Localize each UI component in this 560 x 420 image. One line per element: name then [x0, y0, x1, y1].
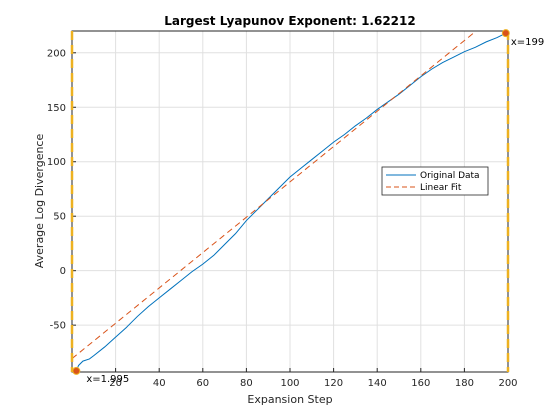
datatip-marker[interactable] — [72, 366, 81, 375]
datatip-marker[interactable] — [501, 29, 510, 38]
chart-title: Largest Lyapunov Exponent: 1.62212 — [164, 14, 415, 28]
x-tick-label: 200 — [498, 378, 517, 389]
x-axis-label: Expansion Step — [247, 393, 332, 406]
y-tick-label: 100 — [47, 157, 66, 168]
x-tick-label: 40 — [153, 378, 166, 389]
y-tick-label: 0 — [60, 266, 66, 277]
x-tick-label: 80 — [240, 378, 253, 389]
legend-label-original-data: Original Data — [420, 171, 480, 181]
y-tick-label: -50 — [50, 321, 66, 332]
series-line-linear-fit — [72, 31, 477, 359]
legend: Original Data Linear Fit — [381, 166, 489, 196]
datatip-label: x=199 — [511, 37, 544, 48]
x-tick-label: 180 — [455, 378, 474, 389]
series-group — [72, 31, 507, 372]
x-tick-label: 60 — [196, 378, 209, 389]
datatip-label: x=1.995 — [86, 374, 129, 385]
cursor-lines[interactable] — [70, 31, 510, 372]
legend-box — [381, 166, 489, 196]
x-tick-label: 160 — [411, 378, 430, 389]
x-tick-label: 100 — [280, 378, 299, 389]
y-tick-label: 150 — [47, 103, 66, 114]
x-tick-label: 140 — [368, 378, 387, 389]
annotations: x=1.995 x=199 — [72, 29, 544, 385]
y-axis-label: Average Log Divergence — [33, 134, 46, 269]
ticks: 20 40 60 80 100 120 140 160 180 200 -50 0 50 100 150 20… — [47, 48, 518, 389]
x-tick-label: 120 — [324, 378, 343, 389]
series-layer — [72, 31, 507, 372]
y-tick-label: 200 — [47, 48, 66, 59]
series-line-original-data — [75, 32, 507, 372]
x-tick-label: 20 — [109, 378, 122, 389]
y-tick-label: 50 — [53, 212, 66, 223]
grid — [72, 31, 509, 372]
legend-label-linear-fit: Linear Fit — [420, 183, 462, 193]
